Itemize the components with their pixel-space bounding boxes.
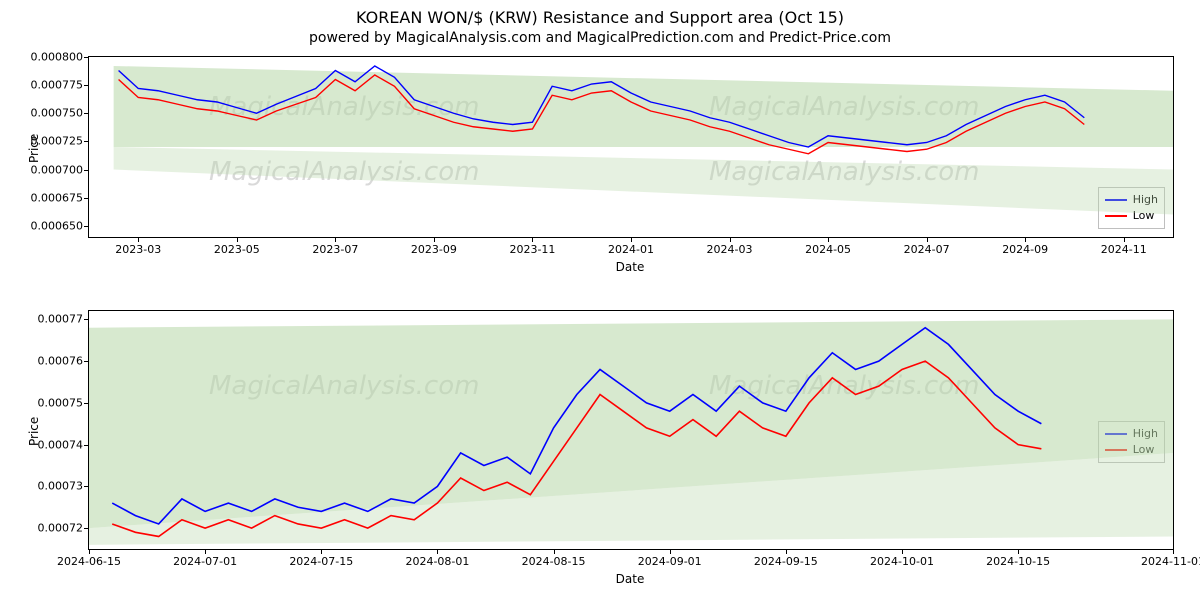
ytick-label: 0.00073 — [38, 480, 90, 493]
top-chart-xlabel: Date — [88, 260, 1172, 274]
bottom-chart: Price HighLow 0.000720.000730.000740.000… — [88, 310, 1174, 550]
top-chart: Price HighLow 0.0006500.0006750.0007000.… — [88, 56, 1174, 238]
ytick-label: 0.000675 — [31, 191, 90, 204]
ytick-label: 0.00074 — [38, 438, 90, 451]
figure: KOREAN WON/$ (KRW) Resistance and Suppor… — [0, 0, 1200, 600]
ytick-label: 0.000800 — [31, 51, 90, 64]
support-resistance-band — [114, 147, 1173, 215]
chart-subtitle: powered by MagicalAnalysis.com and Magic… — [0, 30, 1200, 46]
ytick-label: 0.00076 — [38, 355, 90, 368]
ytick-label: 0.00075 — [38, 396, 90, 409]
chart-title: KOREAN WON/$ (KRW) Resistance and Suppor… — [0, 8, 1200, 27]
ytick-label: 0.000775 — [31, 79, 90, 92]
ytick-label: 0.000650 — [31, 219, 90, 232]
ytick-label: 0.00072 — [38, 522, 90, 535]
ytick-label: 0.000700 — [31, 163, 90, 176]
ytick-label: 0.000750 — [31, 107, 90, 120]
ytick-label: 0.000725 — [31, 135, 90, 148]
xtick-label: 2024-11-01 — [1141, 549, 1200, 568]
chart-svg — [89, 57, 1173, 237]
bottom-chart-xlabel: Date — [88, 572, 1172, 586]
ytick-label: 0.00077 — [38, 313, 90, 326]
chart-svg — [89, 311, 1173, 549]
